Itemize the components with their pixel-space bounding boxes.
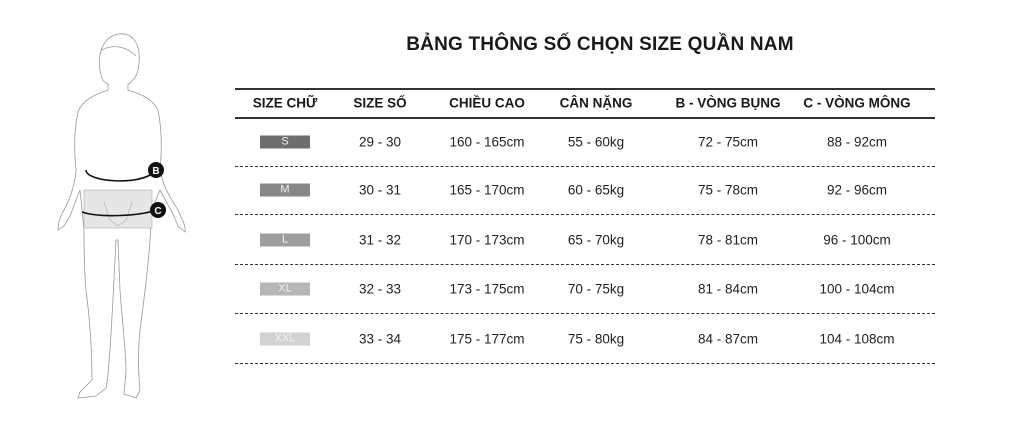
table-cell: 70 - 75kg: [567, 281, 625, 297]
table-cell: 60 - 65kg: [567, 182, 625, 198]
marker-c: [150, 202, 166, 218]
body-measurement-figure: B C: [57, 33, 186, 399]
column-header: C - VÒNG MÔNG: [803, 95, 911, 111]
table-cell: 165 - 170cm: [449, 182, 525, 198]
table-cell: 65 - 70kg: [567, 232, 625, 248]
table-cell: 96 - 100cm: [823, 232, 891, 248]
table-cell: 100 - 104cm: [819, 281, 895, 297]
table-cell: 104 - 108cm: [819, 331, 895, 347]
page-title: BẢNG THÔNG SỐ CHỌN SIZE QUẦN NAM: [406, 34, 794, 55]
table-cell: 84 - 87cm: [697, 331, 759, 347]
column-header: SIZE CHỮ: [252, 95, 318, 111]
size-badge: XXL: [260, 332, 310, 346]
size-badge: M: [260, 183, 310, 197]
row-divider: [235, 363, 935, 364]
row-divider: [235, 313, 935, 314]
table-cell: 75 - 80kg: [567, 331, 625, 347]
table-cell: 160 - 165cm: [449, 134, 525, 150]
table-cell: 173 - 175cm: [449, 281, 525, 297]
table-cell: 88 - 92cm: [826, 134, 888, 150]
table-cell: 170 - 173cm: [449, 232, 525, 248]
row-divider: [235, 214, 935, 215]
marker-b-label: B: [152, 166, 159, 177]
size-badge: L: [260, 233, 310, 247]
table-cell: 33 - 34: [358, 331, 402, 347]
size-badge: S: [260, 135, 310, 149]
table-cell: 31 - 32: [358, 232, 402, 248]
column-header: B - VÒNG BỤNG: [675, 95, 781, 111]
table-cell: 72 - 75cm: [697, 134, 759, 150]
table-cell: 78 - 81cm: [697, 232, 759, 248]
marker-b: [148, 162, 164, 178]
row-divider: [235, 264, 935, 265]
row-divider: [235, 166, 935, 167]
column-header: SIZE SỐ: [353, 95, 407, 111]
header-top-rule: [235, 88, 935, 90]
table-cell: 75 - 78cm: [697, 182, 759, 198]
marker-c-label: C: [154, 206, 161, 217]
table-cell: 29 - 30: [358, 134, 402, 150]
column-header: CHIỀU CAO: [449, 95, 525, 111]
size-badge: XL: [260, 282, 310, 296]
table-cell: 32 - 33: [358, 281, 402, 297]
table-cell: 92 - 96cm: [826, 182, 888, 198]
table-cell: 175 - 177cm: [449, 331, 525, 347]
header-bottom-rule: [235, 117, 935, 119]
table-cell: 55 - 60kg: [567, 134, 625, 150]
table-cell: 30 - 31: [358, 182, 402, 198]
table-cell: 81 - 84cm: [697, 281, 759, 297]
column-header: CÂN NẶNG: [559, 95, 633, 111]
